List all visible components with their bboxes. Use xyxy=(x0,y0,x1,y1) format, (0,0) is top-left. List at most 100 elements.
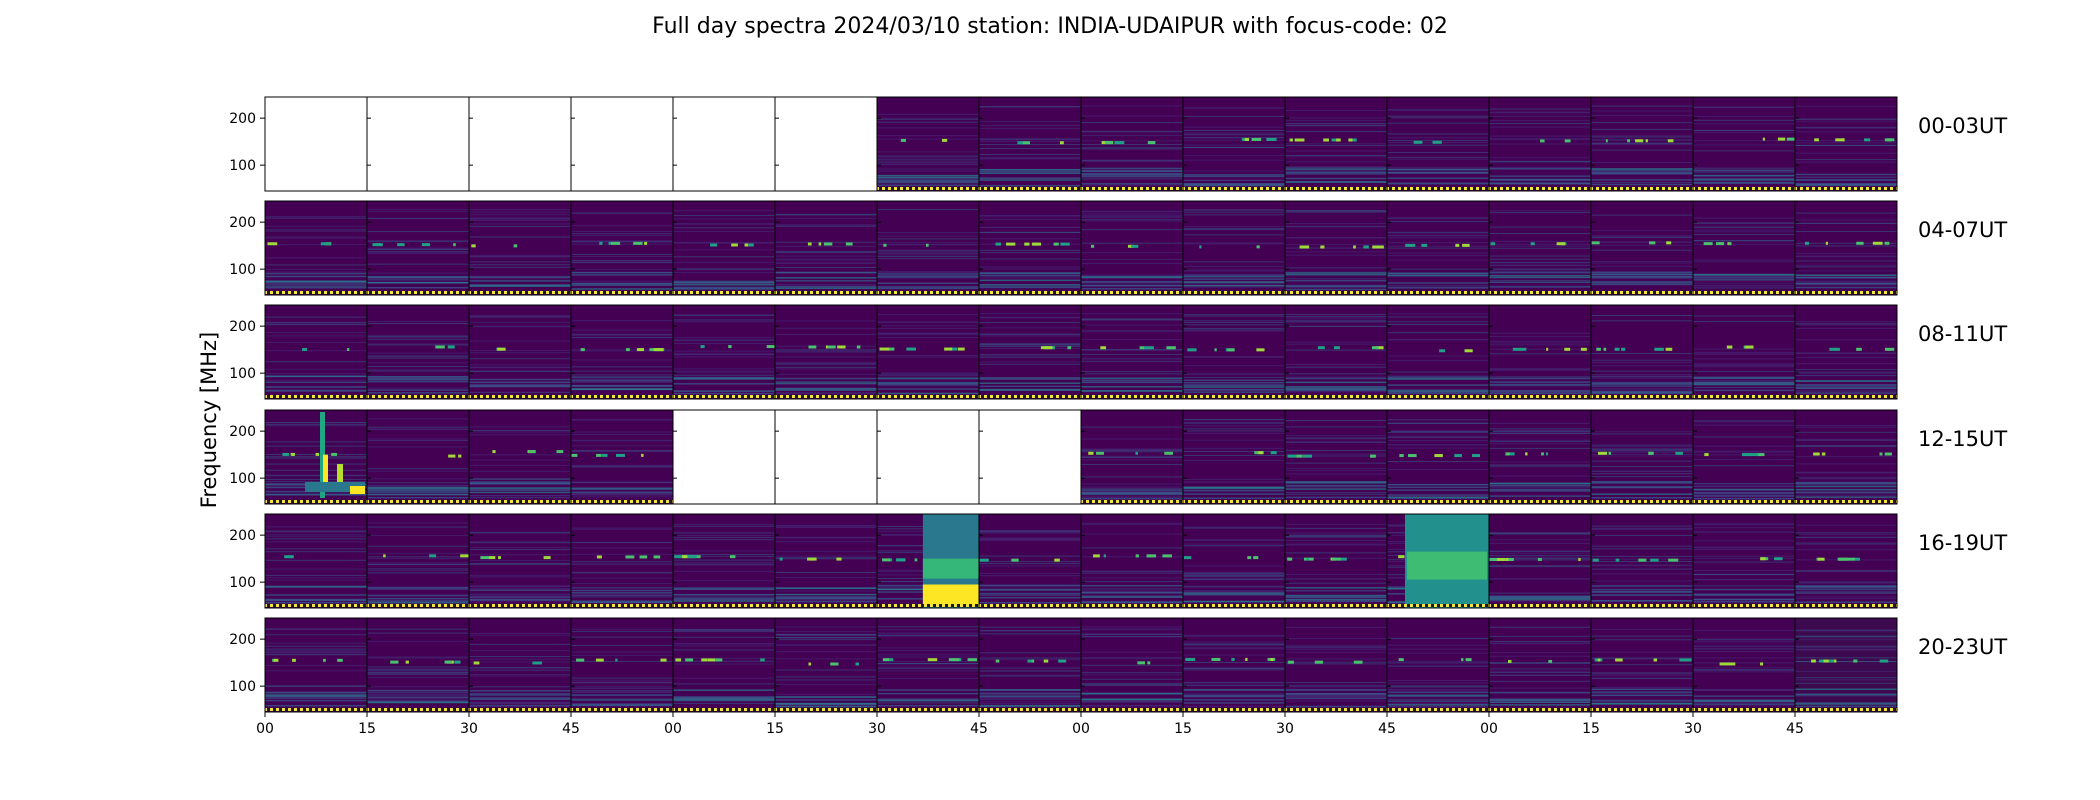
y-tick-label: 200 xyxy=(229,632,256,648)
x-tick-label: 15 xyxy=(1582,721,1600,737)
spectrum-panel xyxy=(570,96,674,192)
spectrum-panel xyxy=(570,304,674,400)
spectrum-panel xyxy=(366,200,470,296)
spectrum-panel xyxy=(468,513,572,609)
spectrum-panel xyxy=(1590,409,1694,505)
spectrum-panel xyxy=(1692,200,1796,296)
x-tick-label: 30 xyxy=(1276,721,1294,737)
spectrum-panel xyxy=(1590,200,1694,296)
spectrum-panel xyxy=(876,304,980,400)
spectrum-panel xyxy=(468,96,572,192)
spectrum-panel xyxy=(672,96,776,192)
x-tick-label: 00 xyxy=(1480,721,1498,737)
spectrum-panel xyxy=(1284,96,1388,192)
row-time-label: 16-19UT xyxy=(1918,531,2007,555)
x-tick-label: 45 xyxy=(562,721,580,737)
spectrum-panel xyxy=(1386,304,1490,400)
spectrum-panel xyxy=(774,304,878,400)
row-time-label: 08-11UT xyxy=(1918,322,2007,346)
spectrum-panel xyxy=(1590,617,1694,713)
y-tick-label: 100 xyxy=(229,158,256,174)
spectrum-panel xyxy=(1080,617,1184,713)
spectrum-panel xyxy=(1488,96,1592,192)
spectrum-panel xyxy=(1488,200,1592,296)
spectrum-panel xyxy=(264,304,368,400)
spectrum-panel xyxy=(876,617,980,713)
spectrum-panel xyxy=(1386,409,1490,505)
spectrum-panel xyxy=(570,200,674,296)
spectrum-panel xyxy=(1182,617,1286,713)
spectrum-panel xyxy=(1794,409,1898,505)
y-tick-label: 100 xyxy=(229,262,256,278)
row-time-label: 04-07UT xyxy=(1918,218,2007,242)
spectrum-panel xyxy=(366,304,470,400)
spectrum-panel xyxy=(264,617,368,713)
spectrum-panel xyxy=(1692,96,1796,192)
spectrum-panel xyxy=(1080,200,1184,296)
spectrum-panel xyxy=(1182,409,1286,505)
spectrum-panel xyxy=(570,409,674,505)
spectrum-panel xyxy=(468,409,572,505)
spectrum-panel xyxy=(876,513,980,609)
spectrum-panel xyxy=(1080,304,1184,400)
spectrum-panel xyxy=(264,200,368,296)
spectrum-panel xyxy=(1284,409,1388,505)
spectrum-panel xyxy=(1284,617,1388,713)
spectrum-panel xyxy=(1080,409,1184,505)
x-tick-label: 15 xyxy=(766,721,784,737)
y-tick-label: 200 xyxy=(229,215,256,231)
spectrum-panel xyxy=(1284,200,1388,296)
spectrum-panel xyxy=(1692,513,1796,609)
spectrum-panel xyxy=(366,96,470,192)
row-time-label: 00-03UT xyxy=(1918,114,2007,138)
y-tick-label: 200 xyxy=(229,424,256,440)
spectrum-panel xyxy=(1794,96,1898,192)
spectrum-panel xyxy=(264,96,368,192)
spectrum-panel xyxy=(1794,200,1898,296)
spectrum-panel xyxy=(978,513,1082,609)
spectrum-panel xyxy=(570,513,674,609)
spectrum-panel xyxy=(1590,513,1694,609)
spectrum-panel xyxy=(1386,617,1490,713)
spectrum-panel xyxy=(1590,96,1694,192)
spectrum-panel xyxy=(1794,513,1898,609)
spectrum-panel xyxy=(1488,617,1592,713)
y-tick-label: 200 xyxy=(229,111,256,127)
y-tick-label: 100 xyxy=(229,471,256,487)
spectrum-panel xyxy=(978,617,1082,713)
y-ticks: 100 200 100 200 100 200 100 200 100 200 100 200 xyxy=(229,111,265,695)
y-tick-label: 100 xyxy=(229,366,256,382)
spectrum-panel xyxy=(774,200,878,296)
row-time-label: 20-23UT xyxy=(1918,635,2007,659)
x-tick-label: 45 xyxy=(970,721,988,737)
spectrum-panel xyxy=(1488,513,1592,609)
spectrum-panel xyxy=(1488,409,1592,505)
x-ticks: 00 15 30 45 00 15 30 45 00 15 30 45 00 15 30 45 xyxy=(256,712,1804,737)
spectrum-panel xyxy=(978,200,1082,296)
spectrum-panel xyxy=(978,96,1082,192)
spectrum-panel xyxy=(1182,96,1286,192)
spectrum-panel xyxy=(774,617,878,713)
x-tick-label: 30 xyxy=(1684,721,1702,737)
spectrum-panel xyxy=(570,617,674,713)
spectrum-panel xyxy=(1182,513,1286,609)
spectrum-panel xyxy=(1794,617,1898,713)
chart-title: Full day spectra 2024/03/10 station: IND… xyxy=(652,14,1448,39)
spectrum-panel xyxy=(876,200,980,296)
spectrum-panel xyxy=(1692,304,1796,400)
x-tick-label: 00 xyxy=(256,721,274,737)
spectrum-panel xyxy=(1488,304,1592,400)
y-tick-label: 100 xyxy=(229,679,256,695)
y-tick-label: 100 xyxy=(229,575,256,591)
row-labels: 00-03UT 04-07UT 08-11UT 12-15UT 16-19UT 20-23… xyxy=(1918,114,2007,659)
y-tick-label: 200 xyxy=(229,528,256,544)
spectrum-panel xyxy=(1182,200,1286,296)
spectrum-panel xyxy=(1080,96,1184,192)
spectrum-panel xyxy=(366,513,470,609)
spectrum-panel xyxy=(1284,513,1388,609)
spectrum-panel xyxy=(876,96,980,192)
x-tick-label: 30 xyxy=(460,721,478,737)
y-tick-label: 200 xyxy=(229,319,256,335)
spectrum-panel xyxy=(672,513,776,609)
x-tick-label: 00 xyxy=(1072,721,1090,737)
